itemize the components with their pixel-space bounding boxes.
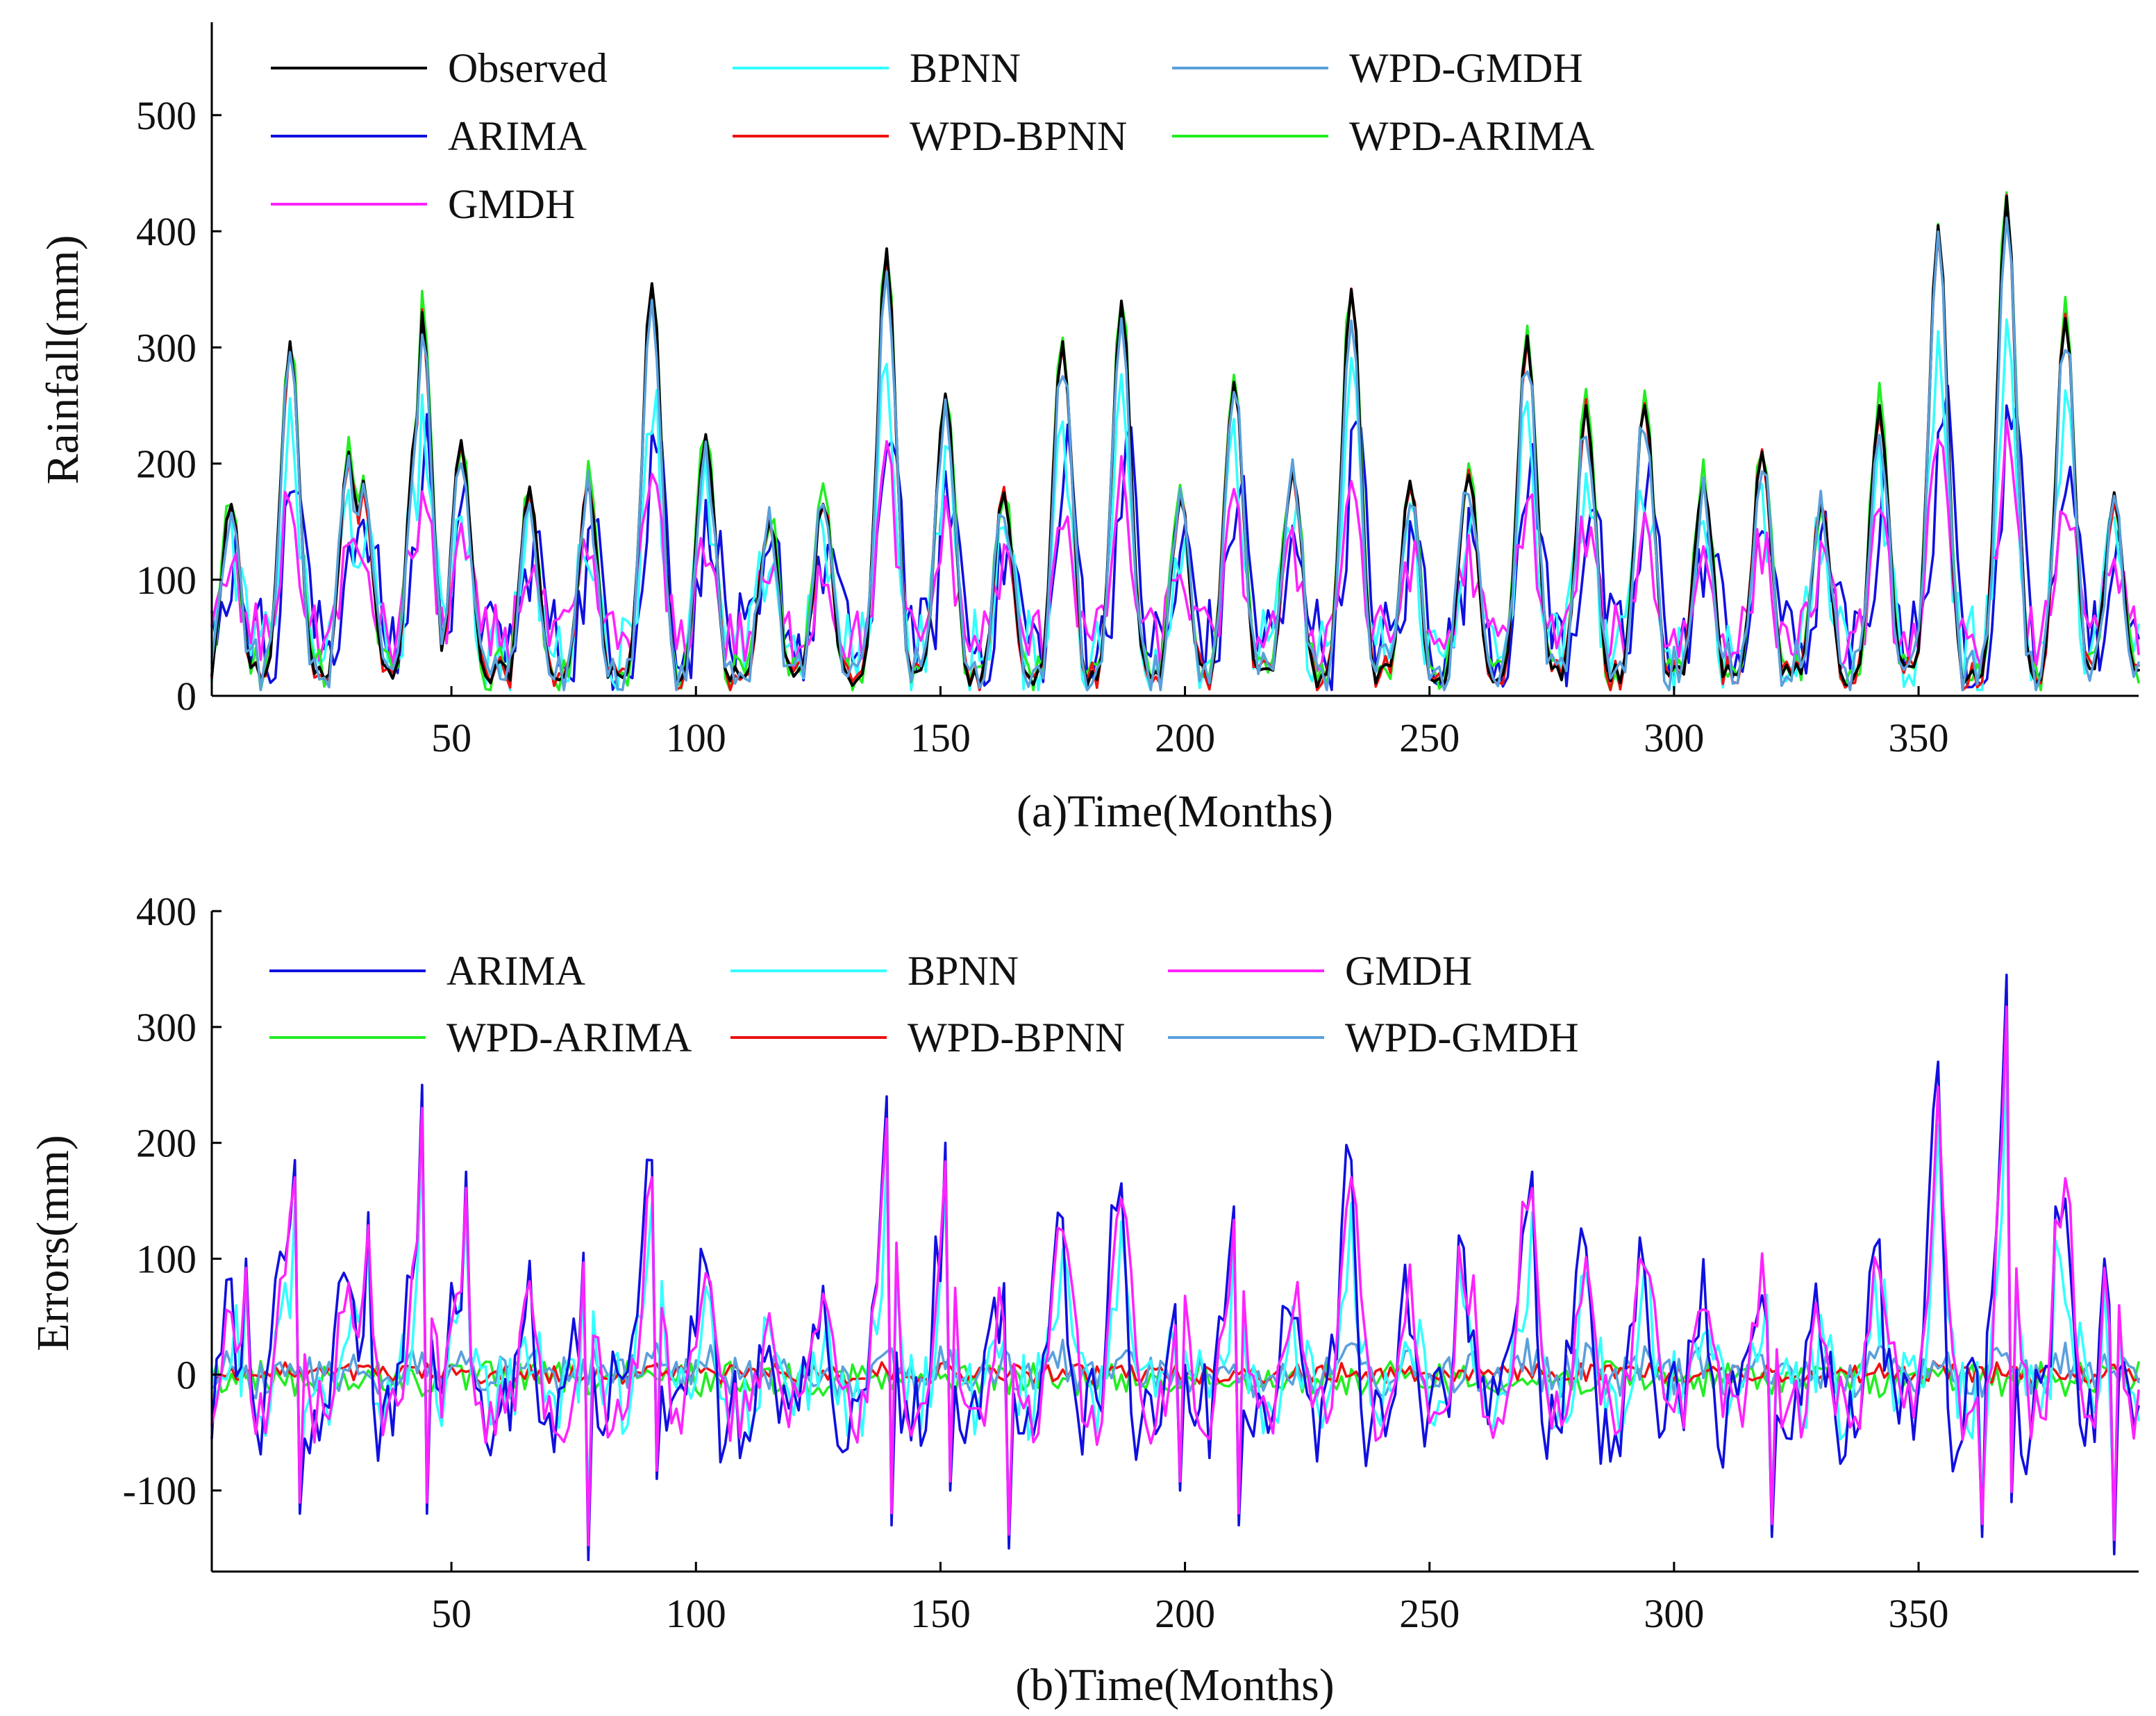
errors-y-tick-label: 0 — [176, 1352, 197, 1397]
rainfall-x-tick-label: 150 — [910, 715, 971, 760]
rainfall-y-ticks: 0 100 200 300 400 500 — [136, 93, 222, 719]
errors-y-tick-label: 300 — [136, 1005, 197, 1050]
rainfall-x-tick-label: 100 — [666, 715, 726, 760]
rainfall-legend: Observed BPNN WPD-GMDH ARIMA WPD-BPNN WPD-ARI… — [271, 45, 1594, 227]
errors-legend-label-wpd-arima: WPD-ARIMA — [446, 1015, 692, 1060]
rainfall-series-wpd-bpnn — [210, 194, 2140, 692]
rainfall-legend-label-gmdh: GMDH — [448, 181, 575, 227]
errors-series-gmdh — [210, 1006, 2140, 1547]
errors-series-bpnn — [210, 1053, 2140, 1524]
rainfall-legend-label-wpd-arima: WPD-ARIMA — [1349, 113, 1594, 159]
rainfall-legend-label-wpd-gmdh: WPD-GMDH — [1349, 45, 1583, 91]
rainfall-x-tick-label: 250 — [1399, 715, 1460, 760]
rainfall-series-wpd-gmdh — [210, 216, 2140, 692]
errors-x-axis-label: (b)Time(Months) — [1015, 1660, 1335, 1710]
rainfall-y-tick-label: 300 — [136, 325, 197, 370]
rainfall-legend-label-observed: Observed — [448, 45, 608, 91]
rainfall-x-ticks: 50 100 150 200 250 300 350 — [431, 686, 1949, 760]
errors-x-tick-label: 200 — [1155, 1591, 1215, 1636]
rainfall-legend-label-arima: ARIMA — [448, 113, 587, 159]
rainfall-x-axis-label: (a)Time(Months) — [1017, 786, 1333, 837]
errors-legend: ARIMA BPNN GMDH WPD-ARIMA WPD-BPNN WPD-GMDH — [269, 948, 1579, 1060]
errors-legend-label-bpnn: BPNN — [908, 948, 1019, 994]
rainfall-x-tick-label: 200 — [1155, 715, 1215, 760]
errors-y-tick-label: -100 — [123, 1468, 197, 1513]
errors-x-tick-label: 300 — [1644, 1591, 1704, 1636]
errors-y-ticks: -100 0 100 200 300 400 — [123, 889, 222, 1513]
rainfall-y-tick-label: 0 — [176, 674, 197, 719]
errors-x-tick-label: 150 — [910, 1591, 971, 1636]
rainfall-x-tick-label: 50 — [431, 715, 471, 760]
rainfall-series-wpd-arima — [210, 191, 2140, 692]
rainfall-y-tick-label: 400 — [136, 209, 197, 254]
rainfall-series-group — [210, 191, 2140, 692]
errors-series-group — [210, 974, 2140, 1562]
errors-legend-label-gmdh: GMDH — [1345, 948, 1472, 994]
rainfall-legend-label-wpd-bpnn: WPD-BPNN — [910, 113, 1127, 159]
errors-x-tick-label: 250 — [1399, 1591, 1460, 1636]
errors-x-tick-label: 100 — [666, 1591, 726, 1636]
rainfall-y-tick-label: 100 — [136, 558, 197, 603]
rainfall-y-tick-label: 500 — [136, 93, 197, 138]
errors-series-arima — [210, 974, 2140, 1562]
errors-x-tick-label: 350 — [1889, 1591, 1949, 1636]
rainfall-series-observed — [210, 194, 2140, 688]
rainfall-legend-label-bpnn: BPNN — [910, 45, 1021, 91]
rainfall-x-tick-label: 350 — [1889, 715, 1949, 760]
rainfall-series-gmdh — [210, 419, 2140, 674]
errors-y-tick-label: 400 — [136, 889, 197, 934]
errors-y-tick-label: 100 — [136, 1237, 197, 1282]
rainfall-x-tick-label: 300 — [1644, 715, 1704, 760]
errors-legend-label-arima: ARIMA — [446, 948, 585, 994]
rainfall-chart-panel: 0 100 200 300 400 500 50 100 150 200 250 300 350 Ra… — [37, 22, 2140, 837]
errors-legend-label-wpd-bpnn: WPD-BPNN — [908, 1015, 1125, 1060]
rainfall-y-axis-label: Rainfall(mm) — [37, 235, 88, 484]
errors-y-tick-label: 200 — [136, 1121, 197, 1166]
errors-x-tick-label: 50 — [431, 1591, 471, 1636]
rainfall-y-tick-label: 200 — [136, 442, 197, 487]
errors-chart-panel: -100 0 100 200 300 400 50 100 150 200 250 300 350 E… — [28, 889, 2140, 1710]
errors-y-axis-label: Errors(mm) — [28, 1135, 78, 1351]
errors-x-ticks: 50 100 150 200 250 300 350 — [431, 1562, 1949, 1636]
errors-legend-label-wpd-gmdh: WPD-GMDH — [1345, 1015, 1579, 1060]
